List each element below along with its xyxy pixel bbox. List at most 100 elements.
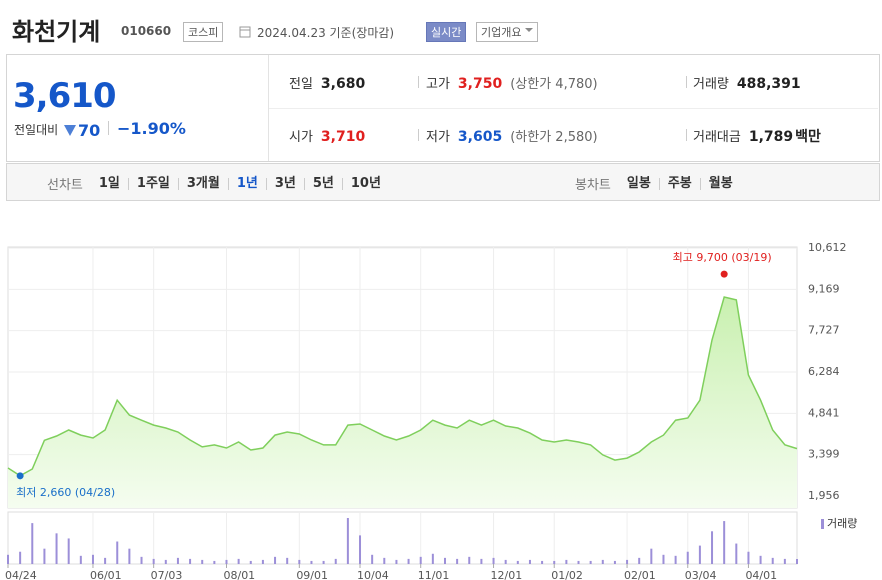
x-tick-label: 01/02 xyxy=(551,569,583,580)
divider xyxy=(268,55,269,161)
volume-bar xyxy=(711,531,714,564)
tab[interactable]: 1일 xyxy=(98,175,120,191)
stat-note: (하한가 2,580) xyxy=(510,130,598,145)
volume-bar xyxy=(128,548,131,564)
stock-code: 010660 xyxy=(121,24,172,38)
x-tick-label: 04/24 xyxy=(5,569,37,580)
realtime-button[interactable]: 실시간 xyxy=(426,22,467,42)
tab[interactable]: 월봉 xyxy=(699,177,741,190)
divider xyxy=(418,129,419,141)
volume-bar xyxy=(371,554,374,564)
volume-bar xyxy=(322,560,325,564)
high-label: 최고 9,700 (03/19) xyxy=(673,251,772,264)
x-tick-label: 07/03 xyxy=(151,569,183,580)
volume-bar xyxy=(747,551,750,564)
change-rate: −1.90% xyxy=(117,119,186,138)
volume-bar xyxy=(723,521,726,564)
volume-frame xyxy=(7,511,798,565)
volume-bar xyxy=(577,560,580,564)
tab[interactable]: 1주일 xyxy=(127,177,178,190)
stat-value: 3,605 xyxy=(457,129,503,145)
volume-bar xyxy=(261,559,264,564)
divider xyxy=(686,76,687,88)
volume-bar xyxy=(443,557,446,564)
volume-bar xyxy=(759,555,762,564)
volume-bar xyxy=(516,560,519,564)
volume-bar xyxy=(553,560,556,564)
volume-bar xyxy=(91,554,94,564)
volume-bar xyxy=(456,558,459,564)
volume-bar xyxy=(43,548,46,564)
volume-bar xyxy=(468,556,471,564)
stat: 저가 3,605 (하한가 2,580) xyxy=(426,126,598,145)
stat-value: 3,750 xyxy=(457,76,503,92)
candle-chart-tabs: 봉차트 일봉 주봉 월봉 xyxy=(575,174,741,194)
volume-bar xyxy=(589,560,592,564)
volume-bar xyxy=(638,557,641,564)
volume-bar xyxy=(504,559,507,564)
x-tick-label: 03/04 xyxy=(685,569,717,580)
legend-label: 거래량 xyxy=(827,517,857,530)
volume-bar xyxy=(7,554,9,564)
volume-bar xyxy=(55,533,58,564)
tab[interactable]: 일봉 xyxy=(626,175,651,191)
x-tick-label: 06/01 xyxy=(90,569,122,580)
tab[interactable]: 3년 xyxy=(265,177,304,190)
volume-bar xyxy=(565,559,568,564)
legend-swatch xyxy=(821,519,824,529)
volume-bar xyxy=(286,557,289,564)
volume-bar xyxy=(601,559,604,564)
y-tick-label: 10,612 xyxy=(808,241,847,254)
tab[interactable]: 10년 xyxy=(341,177,389,190)
base-date: 2024.04.23 기준(장마감) xyxy=(257,26,395,40)
volume-bar xyxy=(528,559,531,564)
change-label: 전일대비 xyxy=(14,123,59,137)
x-tick-label: 11/01 xyxy=(418,569,450,580)
divider xyxy=(686,129,687,141)
stat-value: 488,391 xyxy=(736,76,801,92)
stat-label: 시가 xyxy=(289,130,313,145)
stat-label: 저가 xyxy=(426,130,450,145)
volume-bar xyxy=(359,535,362,564)
volume-bar xyxy=(419,556,422,564)
y-tick-label: 1,956 xyxy=(808,489,840,502)
stat-value: 3,680 xyxy=(320,76,366,92)
stat-label: 거래대금 xyxy=(693,130,741,145)
high-marker xyxy=(720,270,728,278)
tab[interactable]: 5년 xyxy=(303,177,342,190)
stat: 고가 3,750 (상한가 4,780) xyxy=(426,73,598,92)
volume-bar xyxy=(431,553,434,564)
volume-bar xyxy=(310,560,313,564)
volume-bar xyxy=(237,558,240,564)
tab-group-label: 봉차트 xyxy=(575,178,611,193)
y-tick-label: 4,841 xyxy=(808,406,840,419)
calendar-icon xyxy=(239,26,251,38)
tab[interactable]: 1년 xyxy=(227,177,266,190)
price-line xyxy=(7,296,798,477)
volume-bar xyxy=(176,557,179,564)
volume-bar xyxy=(407,558,410,564)
volume-bar xyxy=(480,558,483,564)
volume-bar xyxy=(201,559,204,564)
volume-bar xyxy=(783,558,786,564)
volume-bar xyxy=(613,560,616,564)
volume-bar xyxy=(395,559,398,564)
x-tick-label: 09/01 xyxy=(296,569,328,580)
company-info-button[interactable]: 기업개요 xyxy=(476,22,539,42)
area-fill xyxy=(8,297,797,508)
volume-bar xyxy=(771,557,774,564)
volume-bar xyxy=(334,558,337,564)
volume-bar xyxy=(735,543,738,564)
tab[interactable]: 3개월 xyxy=(177,177,228,190)
y-tick-label: 3,399 xyxy=(808,448,840,461)
tab[interactable]: 주봉 xyxy=(658,177,700,190)
volume-bar xyxy=(104,557,107,564)
stat-unit: 백만 xyxy=(795,129,821,145)
volume-bar xyxy=(298,559,301,564)
company-info-label: 기업개요 xyxy=(481,26,522,39)
volume-bar xyxy=(650,548,653,564)
y-tick-label: 7,727 xyxy=(808,324,840,337)
change-value: 70 xyxy=(78,121,101,140)
stat: 전일 3,680 xyxy=(289,73,365,92)
